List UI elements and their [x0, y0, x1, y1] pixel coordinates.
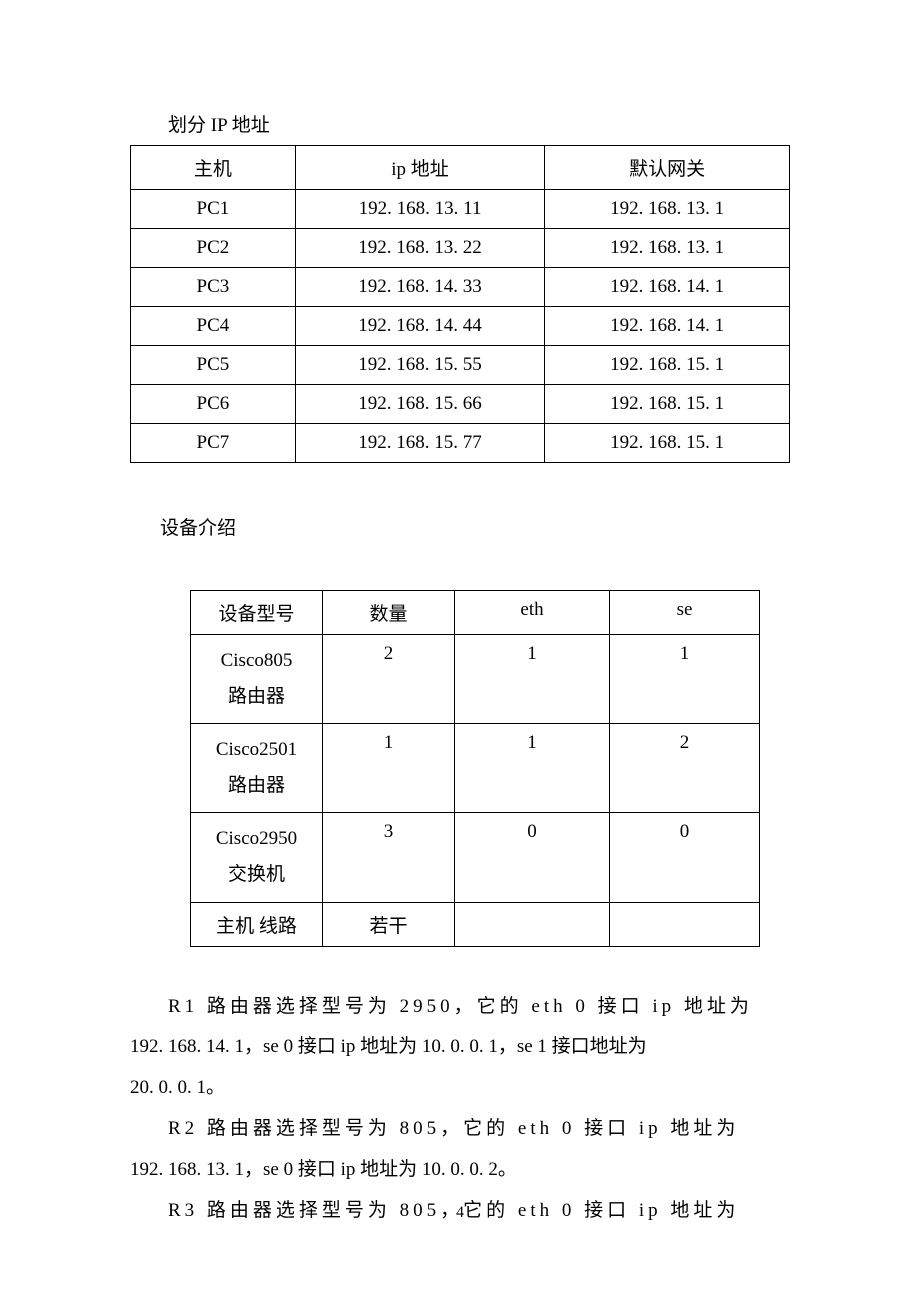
table-row: PC7192. 168. 15. 77192. 168. 15. 1 — [131, 424, 790, 463]
table-row: Cisco2501路由器 1 1 2 — [191, 724, 760, 813]
col-eth: eth — [455, 591, 610, 635]
page-number: 4 — [0, 1204, 920, 1222]
section-2-title: 设备介绍 — [130, 513, 790, 540]
table-row: PC6192. 168. 15. 66192. 168. 15. 1 — [131, 385, 790, 424]
cell: 192. 168. 14. 44 — [295, 307, 545, 346]
cell: 192. 168. 15. 66 — [295, 385, 545, 424]
cell: 1 — [610, 635, 760, 724]
cell: 192. 168. 15. 1 — [545, 346, 790, 385]
cell: PC7 — [131, 424, 296, 463]
cell: 192. 168. 15. 1 — [545, 385, 790, 424]
table-header-row: 主机 ip 地址 默认网关 — [131, 146, 790, 190]
col-qty: 数量 — [323, 591, 455, 635]
table-row: Cisco2950交换机 3 0 0 — [191, 813, 760, 902]
cell: 1 — [455, 724, 610, 813]
table-row: PC5192. 168. 15. 55192. 168. 15. 1 — [131, 346, 790, 385]
cell: 3 — [323, 813, 455, 902]
col-se: se — [610, 591, 760, 635]
cell: 1 — [455, 635, 610, 724]
cell: 192. 168. 13. 1 — [545, 190, 790, 229]
paragraph-r2-line1: R2 路由器选择型号为 805，它的 eth 0 接口 ip 地址为 — [130, 1109, 790, 1150]
ip-address-table: 主机 ip 地址 默认网关 PC1192. 168. 13. 11192. 16… — [130, 145, 790, 463]
table-row: PC1192. 168. 13. 11192. 168. 13. 1 — [131, 190, 790, 229]
cell: PC2 — [131, 229, 296, 268]
cell: 192. 168. 13. 22 — [295, 229, 545, 268]
device-table: 设备型号 数量 eth se Cisco805路由器 2 1 1 Cisco25… — [190, 590, 760, 947]
cell: PC1 — [131, 190, 296, 229]
table-row: PC2192. 168. 13. 22192. 168. 13. 1 — [131, 229, 790, 268]
cell: 192. 168. 13. 1 — [545, 229, 790, 268]
paragraph-r2-line2: 192. 168. 13. 1，se 0 接口 ip 地址为 10. 0. 0.… — [130, 1150, 790, 1191]
col-host: 主机 — [131, 146, 296, 190]
paragraph-r1-line1: R1 路由器选择型号为 2950，它的 eth 0 接口 ip 地址为 — [130, 987, 790, 1028]
cell: 若干 — [323, 902, 455, 946]
cell: PC3 — [131, 268, 296, 307]
section-1-title: 划分 IP 地址 — [130, 110, 790, 137]
paragraph-r1-line2: 192. 168. 14. 1，se 0 接口 ip 地址为 10. 0. 0.… — [130, 1027, 790, 1068]
table-row: Cisco805路由器 2 1 1 — [191, 635, 760, 724]
table-header-row: 设备型号 数量 eth se — [191, 591, 760, 635]
cell: 192. 168. 14. 33 — [295, 268, 545, 307]
col-ip: ip 地址 — [295, 146, 545, 190]
cell: 2 — [323, 635, 455, 724]
col-gateway: 默认网关 — [545, 146, 790, 190]
cell: 192. 168. 14. 1 — [545, 268, 790, 307]
cell: 主机 线路 — [191, 902, 323, 946]
cell: 192. 168. 15. 1 — [545, 424, 790, 463]
paragraph-r1-line3: 20. 0. 0. 1。 — [130, 1068, 790, 1109]
cell: 0 — [455, 813, 610, 902]
table-row: 主机 线路 若干 — [191, 902, 760, 946]
cell: PC4 — [131, 307, 296, 346]
cell: 192. 168. 15. 77 — [295, 424, 545, 463]
col-model: 设备型号 — [191, 591, 323, 635]
cell: 192. 168. 14. 1 — [545, 307, 790, 346]
cell: 0 — [610, 813, 760, 902]
table-row: PC3192. 168. 14. 33192. 168. 14. 1 — [131, 268, 790, 307]
cell: PC5 — [131, 346, 296, 385]
cell: 2 — [610, 724, 760, 813]
cell: Cisco2501路由器 — [191, 724, 323, 813]
cell: 192. 168. 13. 11 — [295, 190, 545, 229]
cell — [455, 902, 610, 946]
cell — [610, 902, 760, 946]
table-row: PC4192. 168. 14. 44192. 168. 14. 1 — [131, 307, 790, 346]
cell: Cisco805路由器 — [191, 635, 323, 724]
cell: 192. 168. 15. 55 — [295, 346, 545, 385]
cell: 1 — [323, 724, 455, 813]
cell: PC6 — [131, 385, 296, 424]
cell: Cisco2950交换机 — [191, 813, 323, 902]
